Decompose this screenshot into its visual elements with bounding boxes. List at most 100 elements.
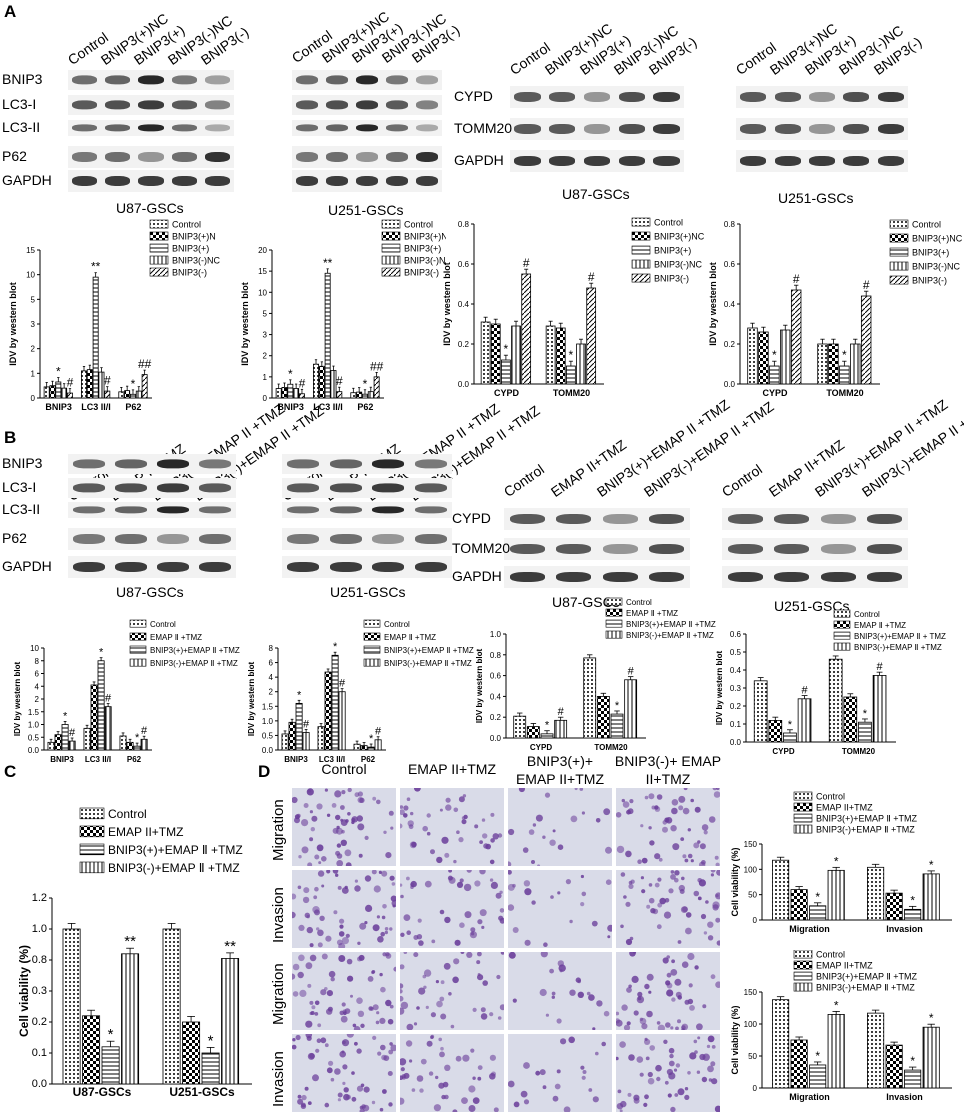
stained-cell — [603, 808, 611, 816]
stained-cell — [400, 1058, 407, 1066]
stained-cell — [305, 1034, 313, 1039]
blot-row-label: LC3-II — [2, 119, 41, 135]
stained-cell — [670, 825, 677, 832]
y-tick-label: 2 — [263, 352, 268, 361]
chart-c: 0.0 0.1 0.2 0.3 0.8 1.0 1.2 Cell viability (%) *… — [17, 807, 252, 1099]
stained-cell — [708, 1078, 713, 1082]
stained-cell — [492, 833, 499, 840]
stained-cell — [644, 1037, 648, 1041]
stained-cell — [345, 862, 352, 866]
stained-cell — [330, 1077, 335, 1082]
stained-cell — [301, 1094, 307, 1101]
cell-dots — [400, 1034, 499, 1112]
blot-band — [414, 483, 447, 493]
stained-cell — [438, 1037, 442, 1042]
stained-cell — [696, 1070, 701, 1074]
stained-cell — [444, 852, 450, 858]
legend-entry: EMAP Ⅱ +TMZ — [150, 633, 202, 642]
stained-cell — [391, 882, 396, 886]
stained-cell — [656, 1021, 661, 1025]
stained-cell — [294, 814, 300, 820]
y-tick-label: 0 — [263, 394, 268, 403]
blot-band — [774, 513, 810, 525]
y-tick-label: 5 — [263, 309, 268, 318]
legend-entry: BNIP3(+) — [404, 244, 441, 254]
stained-cell — [354, 792, 360, 798]
stained-cell — [616, 845, 625, 854]
blot-band — [355, 175, 379, 187]
stained-cell — [428, 1071, 434, 1076]
legend-swatch — [149, 219, 169, 229]
stained-cell — [319, 915, 325, 921]
stained-cell — [422, 825, 428, 832]
blot-strip — [68, 454, 236, 474]
stained-cell — [336, 860, 344, 866]
bar — [119, 735, 127, 751]
stained-cell — [647, 1071, 653, 1078]
stained-cell — [657, 1024, 665, 1030]
blot-caption: U87-GSCs — [116, 200, 184, 216]
micrograph — [508, 952, 612, 1030]
legend-entry: BNIP3(-)+EMAP Ⅱ +TMZ — [384, 659, 472, 668]
legend-swatch — [363, 645, 381, 654]
stained-cell — [303, 803, 309, 808]
y-axis-label: IDV by western blot — [715, 651, 724, 726]
stained-cell — [435, 1075, 439, 1080]
legend-swatch — [129, 619, 147, 628]
stained-cell — [648, 793, 655, 800]
significance-mark: # — [69, 727, 76, 739]
stained-cell — [413, 1022, 418, 1026]
stained-cell — [675, 991, 682, 998]
stained-cell — [352, 1023, 357, 1028]
chart-d2: 0 50 100 150 Cell viability (%) * * Migration * *… — [730, 950, 952, 1102]
panel-label-c: C — [4, 762, 17, 781]
legend-entry: BNIP3(-)NC — [912, 262, 961, 272]
stained-cell — [400, 932, 405, 937]
stained-cell — [565, 879, 571, 885]
stained-cell — [646, 1010, 653, 1018]
legend-swatch — [793, 960, 813, 970]
blot-band — [877, 123, 904, 135]
stained-cell — [364, 875, 372, 882]
legend-entry: BNIP3(+)+EMAP Ⅱ +TMZ — [816, 972, 918, 982]
bar — [839, 365, 850, 385]
bar — [610, 713, 624, 739]
stained-cell — [331, 803, 337, 808]
y-tick-label: 3 — [31, 320, 36, 329]
bar — [513, 715, 527, 739]
stained-cell — [623, 895, 627, 899]
blot-strip — [68, 502, 236, 518]
blot-band — [199, 561, 231, 573]
stained-cell — [375, 1020, 380, 1025]
significance-mark: * — [208, 1032, 214, 1049]
stained-cell — [460, 952, 465, 954]
stained-cell — [499, 908, 504, 913]
blot-band — [514, 123, 541, 135]
legend-entry: Control — [654, 218, 683, 228]
bar — [43, 386, 50, 399]
blot-row-label: P62 — [2, 530, 27, 546]
stained-cell — [693, 1039, 698, 1044]
stained-cell — [410, 811, 414, 816]
blot-band — [295, 175, 319, 187]
stained-cell — [445, 797, 451, 803]
blot-band — [204, 75, 230, 85]
stained-cell — [459, 878, 464, 883]
stained-cell — [549, 968, 554, 974]
blot-band — [808, 155, 836, 167]
x-tick-label: P62 — [125, 402, 141, 412]
significance-mark: * — [99, 647, 104, 659]
blot-strip — [68, 120, 234, 136]
blot-band — [204, 151, 230, 163]
stained-cell — [318, 861, 322, 865]
stained-cell — [643, 1102, 648, 1107]
stained-cell — [332, 870, 339, 874]
legend-swatch — [833, 609, 851, 618]
stained-cell — [389, 875, 395, 881]
stained-cell — [314, 1012, 319, 1016]
stained-cell — [493, 1107, 499, 1112]
stained-cell — [316, 844, 324, 852]
significance-mark: # — [105, 693, 112, 705]
stained-cell — [707, 1065, 714, 1073]
